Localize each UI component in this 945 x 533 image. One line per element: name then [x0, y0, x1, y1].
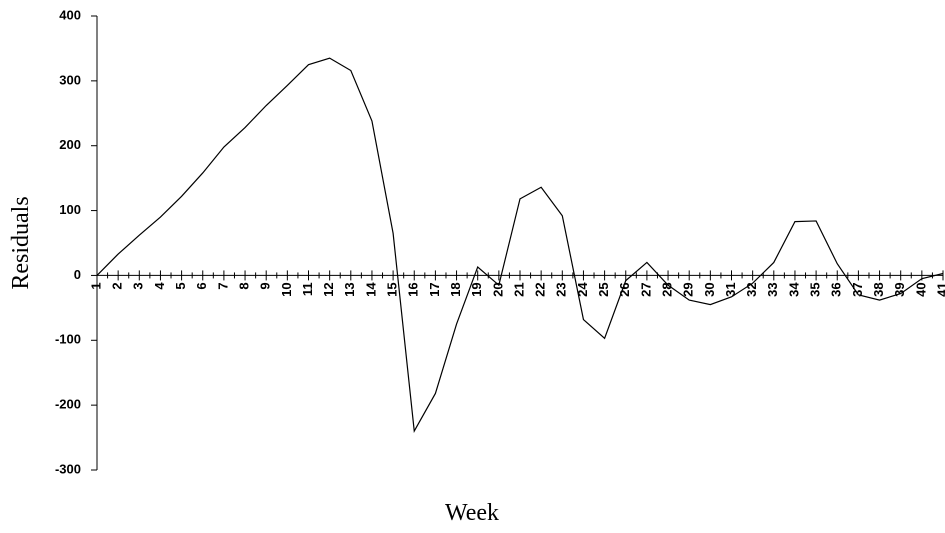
- x-tick-label: 10: [279, 282, 294, 296]
- x-axis-title: Week: [445, 500, 499, 526]
- x-tick-label: 25: [596, 282, 611, 296]
- x-tick-label: 38: [871, 282, 886, 296]
- x-tick-label: 33: [765, 282, 780, 296]
- x-tick-label: 39: [892, 282, 907, 296]
- x-tick-label: 27: [638, 282, 653, 296]
- x-tick-label: 19: [469, 282, 484, 296]
- x-tick-label: 28: [659, 282, 674, 296]
- x-tick-label: 2: [110, 282, 125, 289]
- y-tick-label: 200: [59, 137, 81, 152]
- x-tick-label: 3: [131, 282, 146, 289]
- x-tick-label: 17: [427, 282, 442, 296]
- line: [96, 57, 944, 434]
- x-tick-label: 4: [152, 282, 167, 290]
- x-tick-label: 16: [406, 282, 421, 296]
- x-tick-label: 12: [321, 282, 336, 296]
- x-tick-label: 15: [385, 282, 400, 296]
- x-tick-label: 5: [173, 282, 188, 289]
- x-tick-label: 7: [215, 282, 230, 289]
- y-tick-label: -300: [55, 461, 81, 476]
- y-tick-label: 100: [59, 202, 81, 217]
- x-tick-label: 29: [681, 282, 696, 296]
- x-tick-label: 6: [194, 282, 209, 289]
- x-tick-label: 1: [88, 282, 103, 289]
- x-tick-label: 13: [342, 282, 357, 296]
- x-tick-label: 8: [236, 282, 251, 289]
- y-axis-title: Residuals: [8, 196, 34, 289]
- y-tick-label: -100: [55, 332, 81, 347]
- x-tick-label: 31: [723, 282, 738, 296]
- x-tick-label: 9: [258, 282, 273, 289]
- y-tick-label: 400: [59, 7, 81, 22]
- x-tick-label: 40: [913, 282, 928, 296]
- x-tick-label: 36: [829, 282, 844, 296]
- x-tick-label: 20: [490, 282, 505, 296]
- y-tick-label: 300: [59, 72, 81, 87]
- x-tick-label: 23: [554, 282, 569, 296]
- y-tick-label: -200: [55, 397, 81, 412]
- x-tick-label: 21: [511, 282, 526, 296]
- y-tick-label: 0: [74, 267, 81, 282]
- x-tick-label: 11: [300, 282, 315, 296]
- x-tick-label: 22: [533, 282, 548, 296]
- x-tick-label: 30: [702, 282, 717, 296]
- x-tick-label: 35: [808, 282, 823, 296]
- x-tick-label: 37: [850, 282, 865, 296]
- x-tick-label: 34: [786, 282, 801, 297]
- x-tick-label: 41: [934, 282, 945, 296]
- x-tick-label: 18: [448, 282, 463, 296]
- x-tick-label: 14: [363, 282, 378, 297]
